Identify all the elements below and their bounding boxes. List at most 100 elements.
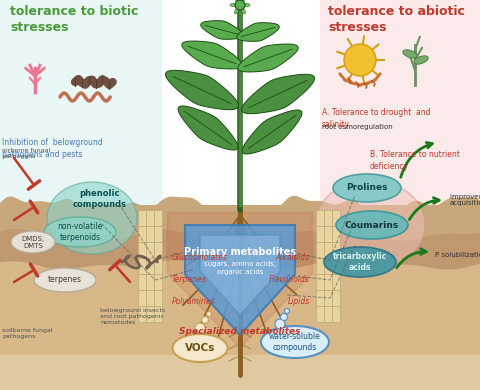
Bar — [154, 242, 162, 258]
Circle shape — [280, 314, 288, 321]
Bar — [0, 355, 480, 390]
Text: Polyamines: Polyamines — [172, 298, 216, 307]
Text: B. Tolerance to nutrient
deficiency: B. Tolerance to nutrient deficiency — [370, 150, 460, 171]
Circle shape — [344, 44, 376, 76]
Text: Flavonoids: Flavonoids — [269, 275, 310, 284]
Bar — [332, 274, 340, 290]
Polygon shape — [242, 110, 302, 154]
Bar — [324, 290, 332, 306]
Bar — [324, 306, 332, 322]
Text: Specialized metabolites: Specialized metabolites — [179, 328, 301, 337]
Bar — [138, 290, 146, 306]
Bar — [0, 205, 480, 390]
Bar — [324, 242, 332, 258]
Bar — [146, 226, 154, 242]
Bar — [324, 226, 332, 242]
Ellipse shape — [414, 56, 428, 64]
Bar — [154, 306, 162, 322]
Text: tolerance to biotic
stresses: tolerance to biotic stresses — [10, 5, 138, 34]
Bar — [146, 242, 154, 258]
Bar — [0, 0, 162, 390]
Text: improved iron
acquisition: improved iron acquisition — [450, 193, 480, 206]
Ellipse shape — [230, 4, 236, 7]
Bar — [138, 210, 146, 226]
Bar — [146, 258, 154, 274]
Text: Lipids: Lipids — [288, 298, 310, 307]
Circle shape — [195, 323, 205, 333]
Bar — [316, 274, 324, 290]
Text: P solubilization: P solubilization — [435, 252, 480, 258]
Polygon shape — [178, 106, 238, 150]
Ellipse shape — [244, 4, 250, 7]
Ellipse shape — [403, 50, 417, 58]
Text: A. Tolerance to drought  and
salinity: A. Tolerance to drought and salinity — [322, 108, 431, 129]
Ellipse shape — [241, 8, 245, 14]
Text: root osmoregulation: root osmoregulation — [322, 124, 393, 130]
Ellipse shape — [261, 326, 329, 358]
Circle shape — [206, 312, 212, 317]
Text: non-volatile
terpenoids: non-volatile terpenoids — [58, 222, 103, 242]
Ellipse shape — [235, 8, 239, 14]
Bar — [332, 258, 340, 274]
Bar — [316, 306, 324, 322]
Bar — [146, 306, 154, 322]
Bar — [154, 274, 162, 290]
Text: terpenes: terpenes — [48, 275, 82, 284]
Bar — [138, 306, 146, 322]
Bar — [138, 258, 146, 274]
Text: soilborne fungal
pathogens: soilborne fungal pathogens — [2, 328, 53, 339]
Bar — [138, 274, 146, 290]
Polygon shape — [200, 235, 280, 315]
Ellipse shape — [47, 182, 137, 254]
Polygon shape — [238, 44, 298, 72]
Ellipse shape — [315, 180, 425, 270]
Bar — [146, 290, 154, 306]
Bar — [154, 258, 162, 274]
Polygon shape — [168, 213, 312, 347]
Text: VOCs: VOCs — [185, 343, 215, 353]
Bar — [146, 210, 154, 226]
Bar — [138, 226, 146, 242]
Ellipse shape — [336, 211, 408, 239]
Bar — [332, 290, 340, 306]
Text: airborne fungal
pathogens: airborne fungal pathogens — [2, 148, 50, 159]
Bar — [332, 210, 340, 226]
Bar — [162, 0, 320, 390]
Ellipse shape — [44, 217, 116, 247]
Circle shape — [275, 319, 285, 329]
Bar — [154, 210, 162, 226]
Polygon shape — [241, 74, 314, 114]
Ellipse shape — [172, 334, 228, 362]
Text: Alkaloids: Alkaloids — [276, 254, 310, 262]
Text: phenolic
compounds: phenolic compounds — [73, 189, 127, 209]
Bar — [316, 210, 324, 226]
Text: sugars, amino acids,
organic acids: sugars, amino acids, organic acids — [204, 261, 276, 275]
Polygon shape — [0, 260, 480, 390]
Circle shape — [235, 0, 245, 10]
Bar — [138, 242, 146, 258]
Bar — [316, 226, 324, 242]
Polygon shape — [237, 23, 279, 41]
Bar — [332, 226, 340, 242]
Bar — [154, 226, 162, 242]
Text: Coumarins: Coumarins — [345, 220, 399, 229]
Circle shape — [202, 317, 208, 323]
Polygon shape — [182, 41, 242, 69]
Bar — [332, 242, 340, 258]
Bar — [316, 290, 324, 306]
Text: belowground insects
and root pathogenic
nematodes: belowground insects and root pathogenic … — [100, 308, 165, 324]
Bar — [324, 210, 332, 226]
Text: Glucosinolates: Glucosinolates — [172, 254, 228, 262]
Bar — [324, 274, 332, 290]
Bar — [324, 258, 332, 274]
Ellipse shape — [34, 268, 96, 292]
Ellipse shape — [235, 0, 239, 2]
Bar — [316, 258, 324, 274]
Polygon shape — [0, 196, 480, 390]
Text: tricarboxylic
acids: tricarboxylic acids — [333, 252, 387, 272]
Text: Terpenes: Terpenes — [172, 275, 207, 284]
Text: tolerance to abiotic
stresses: tolerance to abiotic stresses — [328, 5, 465, 34]
Text: Inhibition of  belowground
pathogens and pests: Inhibition of belowground pathogens and … — [2, 138, 103, 159]
Bar — [316, 242, 324, 258]
Bar — [146, 274, 154, 290]
